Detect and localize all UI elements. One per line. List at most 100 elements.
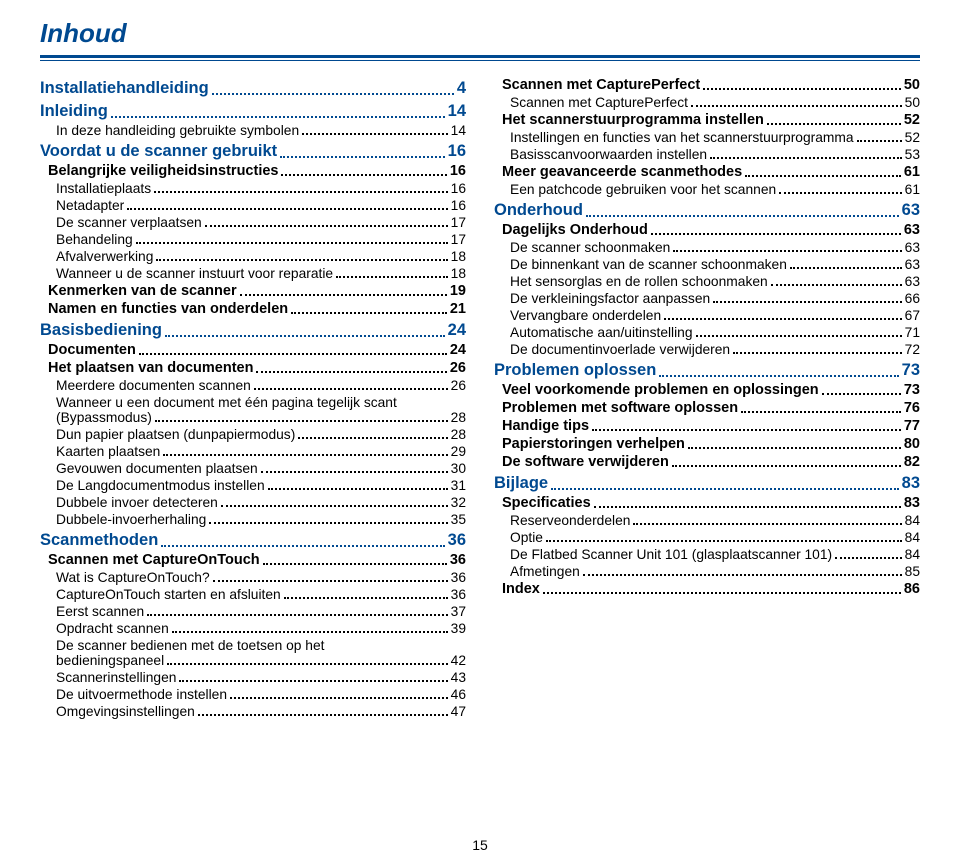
toc-page-number: 36 — [448, 531, 466, 550]
toc-label: bedieningspaneel — [56, 653, 164, 668]
toc-page: Inhoud Installatiehandleiding 4Inleiding… — [0, 0, 960, 863]
toc-label: Scanmethoden — [40, 531, 158, 550]
toc-column-right: Scannen met CapturePerfect 50Scannen met… — [494, 75, 920, 721]
toc-label: Het sensorglas en de rollen schoonmaken — [510, 274, 768, 289]
toc-page-number: 18 — [451, 249, 466, 264]
toc-leader-dots — [767, 122, 901, 125]
toc-leader-dots — [161, 544, 444, 547]
toc-label: Vervangbare onderdelen — [510, 308, 661, 323]
toc-entry: Dubbele-invoerherhaling 35 — [56, 512, 466, 527]
toc-page-number: 19 — [450, 283, 466, 299]
toc-page-number: 26 — [451, 378, 466, 393]
toc-label: De documentinvoerlade verwijderen — [510, 342, 730, 357]
toc-label: De scanner bedienen met de toetsen op he… — [56, 638, 324, 653]
toc-page-number: 16 — [451, 181, 466, 196]
toc-page-number: 24 — [448, 321, 466, 340]
toc-leader-dots — [298, 436, 447, 439]
toc-page-number: 14 — [448, 102, 466, 121]
toc-label: De software verwijderen — [502, 454, 669, 470]
toc-entry: Kenmerken van de scanner 19 — [48, 283, 466, 299]
toc-page-number: 84 — [905, 547, 920, 562]
toc-label: Afvalverwerking — [56, 249, 153, 264]
toc-page-number: 61 — [905, 182, 920, 197]
toc-page-number: 66 — [905, 291, 920, 306]
toc-label: Opdracht scannen — [56, 621, 169, 636]
toc-leader-dots — [664, 317, 902, 320]
toc-leader-dots — [111, 115, 445, 118]
toc-label: Belangrijke veiligheidsinstructies — [48, 163, 278, 179]
toc-label: Kaarten plaatsen — [56, 444, 160, 459]
toc-leader-dots — [583, 573, 902, 576]
toc-page-number: 30 — [451, 461, 466, 476]
toc-label: Bijlage — [494, 474, 548, 493]
toc-page-number: 14 — [451, 123, 466, 138]
toc-page-number: 72 — [905, 342, 920, 357]
toc-entry: Index 86 — [502, 581, 920, 597]
toc-entry: Wanneer u een document met één pagina te… — [56, 395, 466, 425]
toc-leader-dots — [857, 139, 902, 142]
toc-entry: De Flatbed Scanner Unit 101 (glasplaatsc… — [510, 547, 920, 562]
toc-label: Instellingen en functies van het scanner… — [510, 130, 854, 145]
toc-leader-dots — [280, 155, 444, 158]
toc-entry: Het sensorglas en de rollen schoonmaken … — [510, 274, 920, 289]
toc-page-number: 73 — [904, 382, 920, 398]
toc-label: Wat is CaptureOnTouch? — [56, 570, 210, 585]
toc-leader-dots — [147, 613, 447, 616]
toc-label: Documenten — [48, 342, 136, 358]
toc-leader-dots — [155, 419, 448, 422]
toc-label: Gevouwen documenten plaatsen — [56, 461, 258, 476]
toc-page-number: 43 — [451, 670, 466, 685]
toc-entry: De Langdocumentmodus instellen 31 — [56, 478, 466, 493]
toc-entry: Dubbele invoer detecteren 32 — [56, 495, 466, 510]
toc-page-number: 50 — [905, 95, 920, 110]
toc-entry: Optie 84 — [510, 530, 920, 545]
toc-leader-dots — [771, 283, 902, 286]
toc-entry: Wat is CaptureOnTouch? 36 — [56, 570, 466, 585]
toc-page-number: 85 — [905, 564, 920, 579]
toc-label: Dubbele invoer detecteren — [56, 495, 218, 510]
toc-page-number: 21 — [450, 301, 466, 317]
toc-leader-dots — [779, 191, 901, 194]
toc-label: Wanneer u de scanner instuurt voor repar… — [56, 266, 333, 281]
toc-leader-dots — [212, 92, 454, 95]
toc-leader-dots — [154, 190, 448, 193]
toc-leader-dots — [672, 464, 901, 467]
toc-label: Problemen oplossen — [494, 361, 656, 380]
toc-columns: Installatiehandleiding 4Inleiding 14In d… — [40, 75, 920, 721]
toc-label: Automatische aan/uitinstelling — [510, 325, 693, 340]
toc-label: De uitvoermethode instellen — [56, 687, 227, 702]
toc-entry: Het scannerstuurprogramma instellen 52 — [502, 112, 920, 128]
toc-label: De scanner verplaatsen — [56, 215, 202, 230]
toc-entry: Bijlage 83 — [494, 474, 920, 493]
toc-page-number: 24 — [450, 342, 466, 358]
toc-page-number: 31 — [451, 478, 466, 493]
toc-entry: Handige tips 77 — [502, 418, 920, 434]
toc-entry: Dagelijks Onderhoud 63 — [502, 222, 920, 238]
toc-entry: Omgevingsinstellingen 47 — [56, 704, 466, 719]
toc-page-number: 16 — [450, 163, 466, 179]
toc-label: Het scannerstuurprogramma instellen — [502, 112, 764, 128]
toc-label: Behandeling — [56, 232, 133, 247]
toc-page-number: 37 — [451, 604, 466, 619]
toc-page-number: 16 — [451, 198, 466, 213]
toc-page-number: 17 — [451, 215, 466, 230]
toc-label: Handige tips — [502, 418, 589, 434]
toc-entry: Instellingen en functies van het scanner… — [510, 130, 920, 145]
toc-page-number: 86 — [904, 581, 920, 597]
toc-label: Omgevingsinstellingen — [56, 704, 195, 719]
toc-leader-dots — [268, 487, 448, 490]
toc-entry: Scannen met CapturePerfect 50 — [510, 95, 920, 110]
toc-page-number: 35 — [451, 512, 466, 527]
toc-entry: De documentinvoerlade verwijderen 72 — [510, 342, 920, 357]
toc-page-number: 47 — [451, 704, 466, 719]
toc-entry: Papierstoringen verhelpen 80 — [502, 436, 920, 452]
toc-page-number: 36 — [451, 587, 466, 602]
toc-entry: Belangrijke veiligheidsinstructies 16 — [48, 163, 466, 179]
toc-entry: CaptureOnTouch starten en afsluiten 36 — [56, 587, 466, 602]
toc-label: Installatieplaats — [56, 181, 151, 196]
toc-page-number: 80 — [904, 436, 920, 452]
toc-label: Dubbele-invoerherhaling — [56, 512, 206, 527]
toc-label: De verkleiningsfactor aanpassen — [510, 291, 710, 306]
toc-entry: De binnenkant van de scanner schoonmaken… — [510, 257, 920, 272]
toc-leader-dots — [741, 410, 901, 413]
